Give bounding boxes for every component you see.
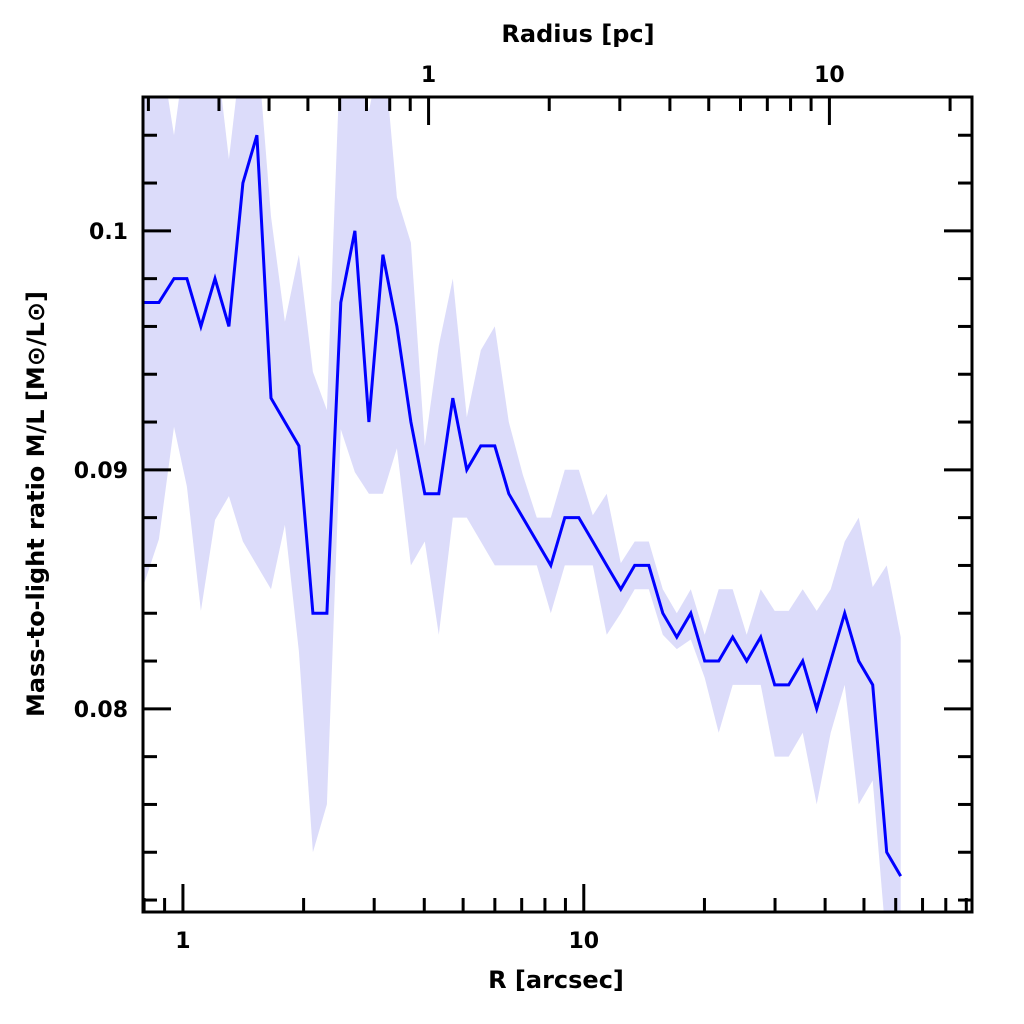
series-line — [143, 134, 902, 877]
y-tick-label: 0.09 — [74, 459, 128, 484]
y-axis-title: Mass-to-light ratio M/L [M⊙/L⊙] — [22, 291, 50, 717]
top-tick-label: 1 — [421, 63, 436, 88]
plot-frame — [141, 95, 974, 914]
error-band — [143, 97, 901, 912]
x-tick-label: 1 — [175, 929, 190, 954]
y-tick-label: 0.08 — [74, 698, 128, 723]
x-tick-label: 10 — [568, 929, 599, 954]
top-tick-label: 10 — [814, 63, 845, 88]
x-axis-title: R [arcsec] — [488, 966, 624, 994]
y-tick-label: 0.1 — [89, 220, 128, 245]
top-axis-title: Radius [pc] — [501, 20, 654, 48]
